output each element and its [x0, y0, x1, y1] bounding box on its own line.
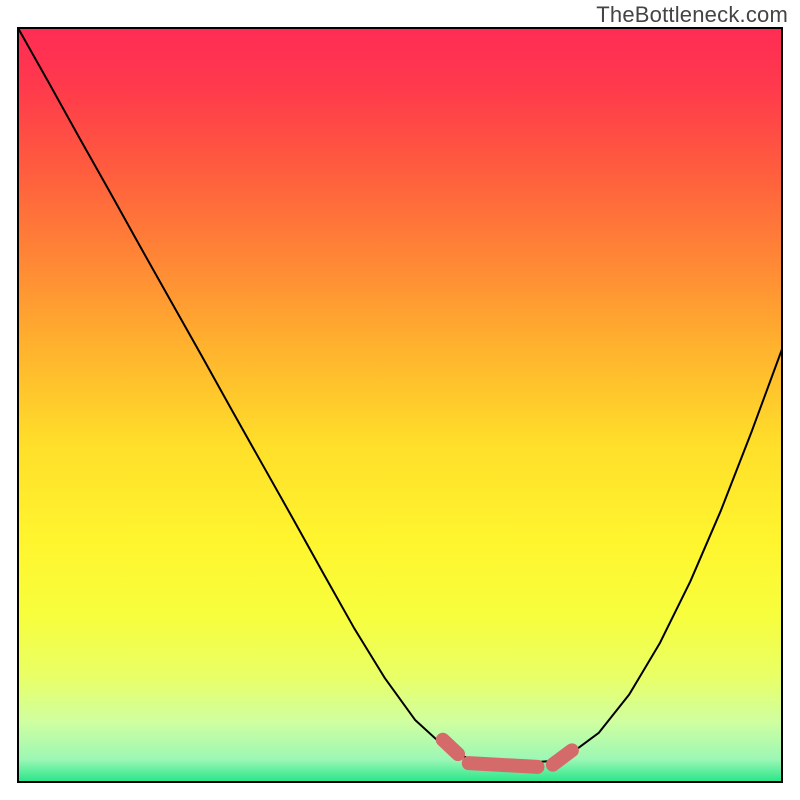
chart-container: TheBottleneck.com — [0, 0, 800, 800]
watermark-text: TheBottleneck.com — [596, 2, 788, 28]
heatmap-background — [18, 28, 782, 782]
highlight-mark-1 — [469, 763, 538, 767]
chart-svg — [0, 0, 800, 800]
